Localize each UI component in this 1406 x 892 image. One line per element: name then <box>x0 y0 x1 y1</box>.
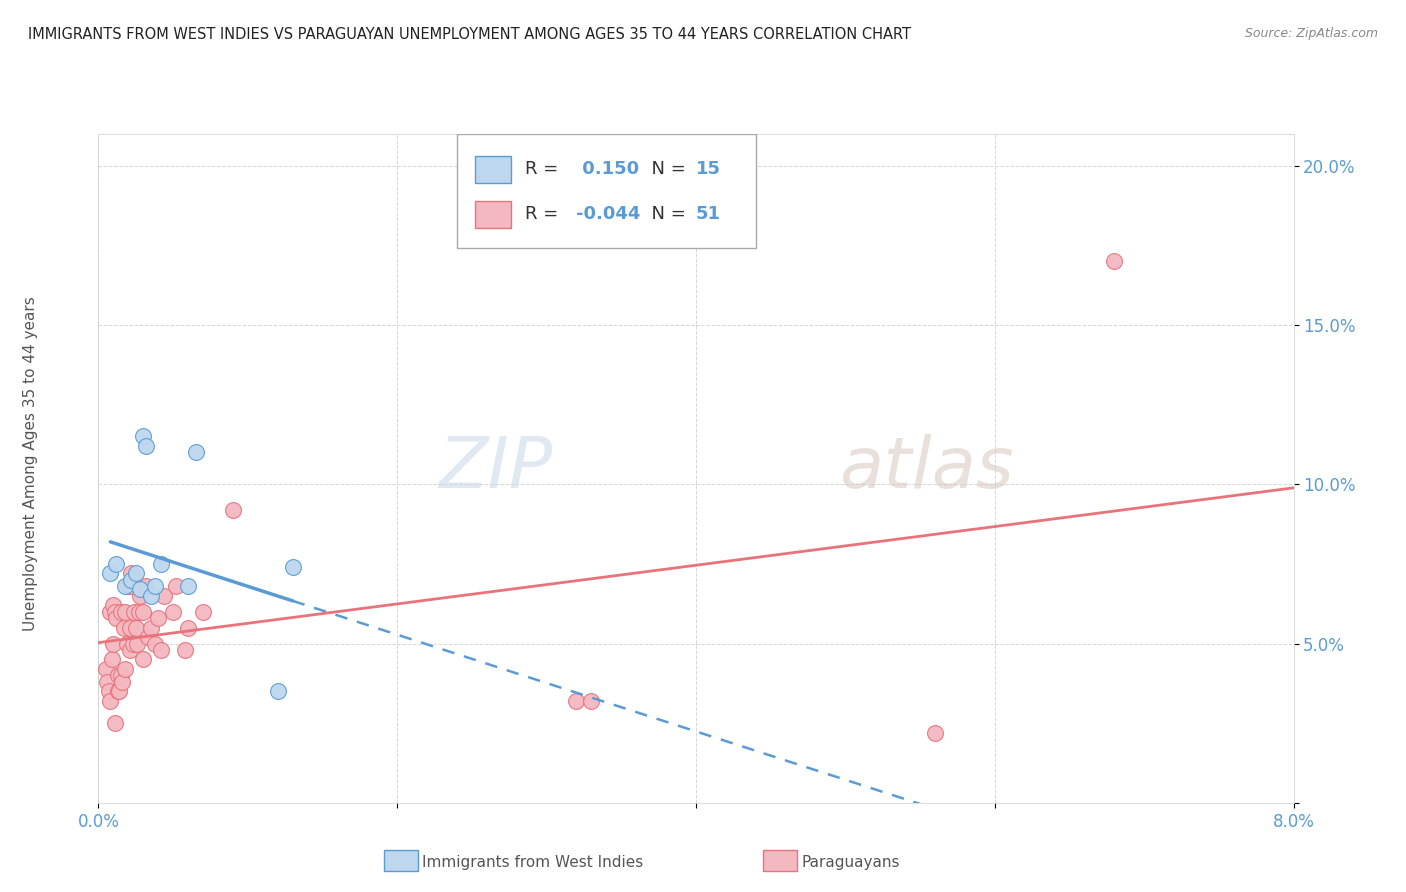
Point <box>121 636 143 650</box>
Point <box>118 643 141 657</box>
Point <box>150 557 173 571</box>
Text: 15: 15 <box>696 161 721 178</box>
Point <box>184 445 207 459</box>
Point <box>114 662 136 676</box>
Point <box>267 684 290 698</box>
Point <box>143 579 166 593</box>
Text: Source: ZipAtlas.com: Source: ZipAtlas.com <box>1244 27 1378 40</box>
Point <box>191 605 214 619</box>
Text: R =: R = <box>524 161 564 178</box>
Text: Paraguayans: Paraguayans <box>801 855 900 870</box>
Point <box>101 652 124 666</box>
Text: N =: N = <box>640 161 692 178</box>
Text: -0.044: -0.044 <box>576 205 641 223</box>
Point <box>115 636 138 650</box>
Point <box>104 716 127 731</box>
Point <box>129 589 152 603</box>
Point <box>136 630 159 644</box>
Point <box>177 579 200 593</box>
Point <box>120 573 142 587</box>
Point <box>120 579 142 593</box>
Text: ZIP: ZIP <box>439 434 553 503</box>
Point <box>132 652 155 666</box>
Point <box>153 589 176 603</box>
Point <box>281 560 304 574</box>
Bar <box>475 201 510 227</box>
Point <box>120 566 142 581</box>
Point <box>177 621 200 635</box>
Point <box>165 579 187 593</box>
Point <box>139 621 162 635</box>
Point <box>139 589 162 603</box>
Point <box>125 621 148 635</box>
Point <box>125 566 148 581</box>
Point <box>117 579 139 593</box>
Point <box>96 674 118 689</box>
Point <box>98 694 122 708</box>
Point <box>162 605 184 619</box>
Point <box>118 621 141 635</box>
Point <box>174 643 197 657</box>
Point <box>135 439 157 453</box>
Point <box>135 579 157 593</box>
Point <box>127 636 149 650</box>
Point <box>150 643 173 657</box>
Point <box>114 605 136 619</box>
FancyBboxPatch shape <box>457 134 756 248</box>
Point <box>128 605 150 619</box>
Point <box>98 566 122 581</box>
Text: Unemployment Among Ages 35 to 44 years: Unemployment Among Ages 35 to 44 years <box>24 296 38 632</box>
Point <box>107 684 129 698</box>
Text: R =: R = <box>524 205 564 223</box>
Point <box>112 621 135 635</box>
Point <box>132 429 155 443</box>
Point <box>111 674 134 689</box>
Point <box>148 611 170 625</box>
Point <box>143 636 166 650</box>
Point <box>98 605 122 619</box>
Text: 0.150: 0.150 <box>576 161 640 178</box>
Point <box>105 557 128 571</box>
Point <box>103 636 125 650</box>
Point <box>124 605 146 619</box>
Text: IMMIGRANTS FROM WEST INDIES VS PARAGUAYAN UNEMPLOYMENT AMONG AGES 35 TO 44 YEARS: IMMIGRANTS FROM WEST INDIES VS PARAGUAYA… <box>28 27 911 42</box>
Point <box>104 605 127 619</box>
Point <box>1102 254 1125 268</box>
Point <box>103 599 125 613</box>
Point <box>110 605 132 619</box>
Point <box>94 662 117 676</box>
Point <box>108 684 131 698</box>
Text: atlas: atlas <box>839 434 1014 503</box>
Point <box>114 579 136 593</box>
Point <box>107 668 129 682</box>
Point <box>105 611 128 625</box>
Point <box>924 725 946 739</box>
Bar <box>475 156 510 183</box>
Point <box>222 502 245 516</box>
Point <box>565 694 588 708</box>
Point <box>97 684 120 698</box>
Point <box>581 694 603 708</box>
Text: Immigrants from West Indies: Immigrants from West Indies <box>422 855 643 870</box>
Point <box>110 668 132 682</box>
Text: N =: N = <box>640 205 692 223</box>
Point <box>129 582 152 597</box>
Text: 51: 51 <box>696 205 721 223</box>
Point <box>132 605 155 619</box>
